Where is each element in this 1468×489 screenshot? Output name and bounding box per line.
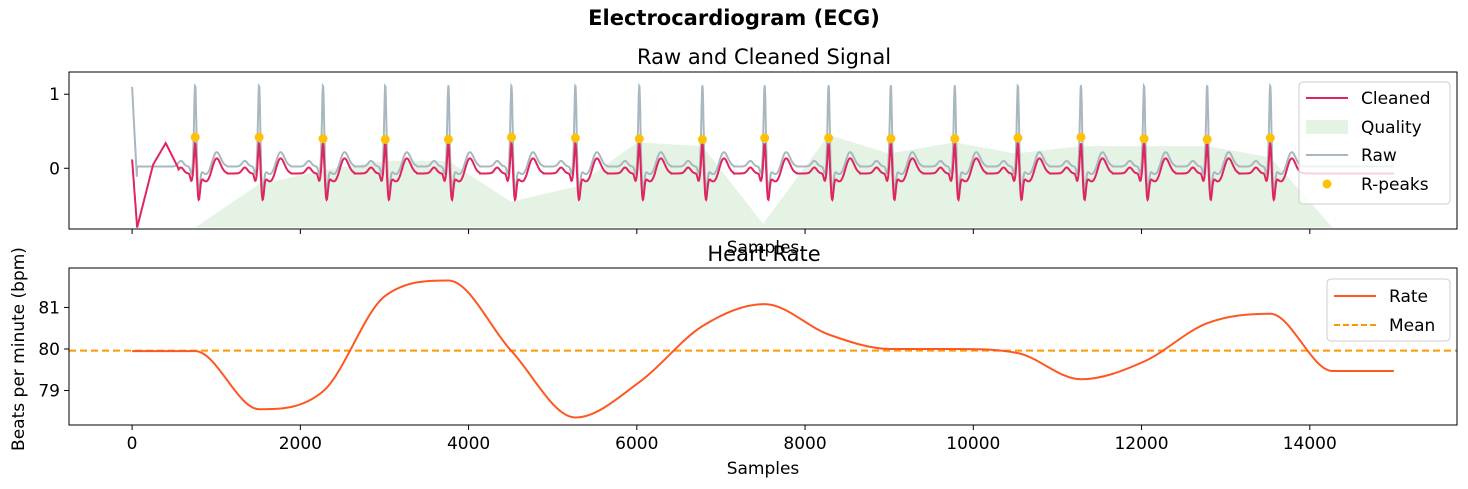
y-tick-label: 0 [49, 159, 60, 179]
cleaned-signal-layer [131, 140, 1394, 228]
r-peak-point [1139, 134, 1149, 144]
r-peak-point [824, 133, 834, 143]
heart-rate-x-ticks: 0 2000 4000 6000 8000 10000 12000 14000 [127, 425, 1337, 454]
y-tick-label: 80 [38, 340, 60, 360]
legend-mean-label: Mean [1389, 316, 1435, 336]
cleaned-signal-line [131, 140, 1394, 228]
heart-rate-y-ticks: 79 80 81 [38, 298, 69, 402]
raw-cleaned-signal-panel: Raw and Cleaned Signal 01 Samples Cleane… [49, 45, 1458, 258]
x-tick-label: 14000 [1283, 434, 1337, 454]
figure-suptitle: Electrocardiogram (ECG) [588, 6, 880, 30]
y-tick-label: 81 [38, 298, 60, 318]
y-tick-label: 1 [49, 85, 60, 105]
r-peak-point [507, 132, 516, 142]
r-peak-point [318, 134, 328, 144]
heart-rate-y-axis-label: Beats per minute (bpm) [9, 247, 29, 451]
raw-cleaned-y-ticks: 01 [49, 85, 69, 179]
raw-signal-line [131, 82, 1394, 195]
raw-cleaned-legend-box [1298, 81, 1451, 205]
legend-rate-label: Rate [1389, 287, 1428, 307]
r-peaks-layer [190, 132, 1275, 144]
raw-cleaned-x-axis-label: Samples [727, 238, 800, 258]
r-peak-point [380, 134, 390, 144]
legend-raw-label: Raw [1361, 146, 1397, 166]
quality-area-layer [195, 134, 1333, 228]
r-peak-point [760, 133, 770, 143]
heart-rate-title: Heart Rate [707, 242, 820, 266]
r-peak-point [1076, 132, 1086, 142]
r-peak-point [1013, 133, 1023, 143]
r-peak-point [190, 132, 200, 142]
x-tick-label: 12000 [1114, 434, 1168, 454]
rate-line-layer [132, 279, 1394, 419]
x-tick-label: 0 [127, 434, 138, 454]
heart-rate-legend: Rate Mean [1326, 278, 1451, 342]
legend-rpeaks-swatch [1322, 179, 1332, 189]
heart-rate-x-axis-label: Samples [727, 459, 800, 479]
raw-cleaned-x-ticks [131, 229, 1311, 234]
raw-signal-layer [131, 82, 1394, 195]
x-tick-label: 6000 [615, 434, 658, 454]
heart-rate-panel: Heart Rate 79 80 81 0 2000 4000 6000 8000 10000… [9, 242, 1458, 479]
x-tick-label: 8000 [783, 434, 826, 454]
legend-cleaned-label: Cleaned [1361, 89, 1431, 109]
r-peak-point [1202, 134, 1212, 144]
r-peak-point [570, 133, 580, 143]
raw-cleaned-legend: Cleaned Quality Raw R-peaks [1298, 81, 1451, 205]
legend-rpeaks-label: R-peaks [1361, 175, 1429, 195]
x-tick-label: 4000 [447, 434, 490, 454]
x-tick-label: 10000 [946, 434, 1000, 454]
rate-line [132, 279, 1394, 419]
r-peak-point [1265, 133, 1275, 143]
quality-area [195, 134, 1333, 228]
raw-cleaned-axes-frame [68, 71, 1458, 230]
legend-quality-swatch [1306, 120, 1348, 134]
r-peak-point [950, 134, 960, 144]
r-peak-point [443, 134, 453, 144]
x-tick-label: 2000 [279, 434, 322, 454]
r-peak-point [634, 134, 644, 144]
r-peak-point [697, 134, 707, 144]
y-tick-label: 79 [38, 382, 60, 402]
legend-quality-label: Quality [1361, 118, 1422, 138]
r-peak-point [254, 132, 264, 142]
heart-rate-axes-frame [68, 267, 1458, 426]
raw-cleaned-title: Raw and Cleaned Signal [637, 45, 891, 69]
r-peak-point [886, 134, 896, 144]
